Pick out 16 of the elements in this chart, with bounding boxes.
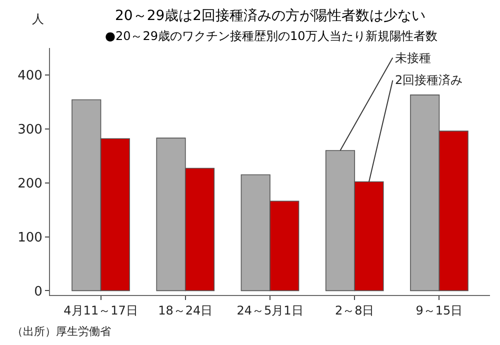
y-tick-label: 300 — [18, 122, 42, 138]
text: 未接種 — [395, 51, 431, 65]
y-tick-label: 100 — [18, 230, 42, 246]
y-tick-label: 400 — [18, 68, 42, 84]
text: 2回接種済み — [395, 73, 463, 87]
chart-subtitle: ●20～29歳のワクチン接種歴別の10万人当たり新規陽性者数 — [105, 29, 438, 43]
chart-title: 20～29歳は2回接種済みの方が陽性者数は少ない — [115, 8, 426, 24]
x-tick-label: 2～8日 — [334, 303, 374, 318]
x-tick-label: 9～15日 — [416, 303, 463, 318]
text: （出所）厚生労働省 — [12, 325, 111, 338]
x-tick-label: 24～5月1日 — [236, 303, 304, 318]
x-tick-label: 4月11～17日 — [64, 303, 138, 318]
y-tick-label: 0 — [34, 284, 42, 300]
x-tick-label: 18～24日 — [158, 303, 213, 318]
y-axis-title: 人 — [32, 12, 44, 26]
y-tick-label: 200 — [18, 176, 42, 192]
